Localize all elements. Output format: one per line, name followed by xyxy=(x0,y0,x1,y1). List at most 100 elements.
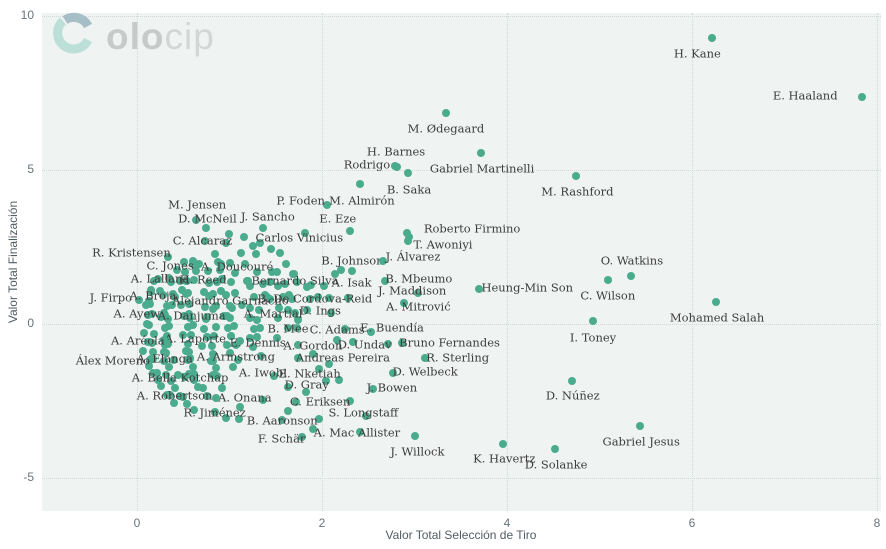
data-point[interactable] xyxy=(345,226,354,235)
data-point[interactable] xyxy=(269,372,278,381)
data-point[interactable] xyxy=(347,267,356,276)
data-point[interactable] xyxy=(160,356,169,365)
data-point[interactable] xyxy=(192,215,201,224)
data-point[interactable] xyxy=(589,316,598,325)
data-point[interactable] xyxy=(253,333,262,342)
data-point[interactable] xyxy=(217,384,226,393)
data-point[interactable] xyxy=(165,274,174,283)
data-point[interactable] xyxy=(236,248,245,257)
data-point[interactable] xyxy=(177,286,186,295)
data-point[interactable] xyxy=(188,259,197,268)
data-point[interactable] xyxy=(163,331,172,340)
data-point[interactable] xyxy=(367,328,376,336)
data-point[interactable] xyxy=(303,305,312,314)
data-point[interactable] xyxy=(190,376,199,385)
data-point[interactable] xyxy=(233,356,242,365)
data-point[interactable] xyxy=(221,239,230,248)
data-point[interactable] xyxy=(229,363,238,372)
data-point[interactable] xyxy=(165,322,174,331)
data-point[interactable] xyxy=(185,348,194,357)
data-point[interactable] xyxy=(227,332,236,341)
data-point[interactable] xyxy=(258,396,267,405)
data-point[interactable] xyxy=(190,275,199,284)
data-point[interactable] xyxy=(256,324,265,333)
data-point[interactable] xyxy=(153,275,162,284)
data-point[interactable] xyxy=(283,383,292,392)
data-point[interactable] xyxy=(301,229,310,238)
data-point[interactable] xyxy=(302,387,311,396)
data-point[interactable] xyxy=(636,421,645,430)
data-point[interactable] xyxy=(210,332,219,341)
data-point[interactable] xyxy=(245,303,254,312)
data-point[interactable] xyxy=(239,232,248,241)
data-point[interactable] xyxy=(153,375,162,384)
data-point[interactable] xyxy=(211,393,220,402)
data-point[interactable] xyxy=(205,292,214,301)
data-point[interactable] xyxy=(193,260,202,269)
data-point[interactable] xyxy=(267,244,276,253)
data-point[interactable] xyxy=(202,223,211,232)
data-point[interactable] xyxy=(188,321,197,330)
data-point[interactable] xyxy=(341,324,350,333)
data-point[interactable] xyxy=(166,278,175,287)
data-point[interactable] xyxy=(183,322,192,331)
data-point[interactable] xyxy=(380,276,389,285)
data-point[interactable] xyxy=(389,368,398,377)
data-point[interactable] xyxy=(157,382,166,391)
data-point[interactable] xyxy=(293,340,302,349)
data-point[interactable] xyxy=(215,266,224,275)
data-point[interactable] xyxy=(325,293,333,302)
data-point[interactable] xyxy=(273,314,282,323)
data-point[interactable] xyxy=(218,275,227,284)
data-point[interactable] xyxy=(403,229,412,238)
data-point[interactable] xyxy=(179,392,188,401)
data-point[interactable] xyxy=(165,363,174,372)
data-point[interactable] xyxy=(227,304,236,312)
data-point[interactable] xyxy=(191,267,200,276)
data-point[interactable] xyxy=(159,308,168,317)
data-point[interactable] xyxy=(273,281,282,290)
data-point[interactable] xyxy=(213,277,222,286)
data-point[interactable] xyxy=(186,313,195,322)
data-point[interactable] xyxy=(232,340,241,349)
data-point[interactable] xyxy=(139,346,148,355)
data-point[interactable] xyxy=(321,376,330,385)
data-point[interactable] xyxy=(189,406,198,415)
data-point[interactable] xyxy=(324,359,333,368)
data-point[interactable] xyxy=(170,383,179,392)
data-point[interactable] xyxy=(208,349,217,358)
data-point[interactable] xyxy=(231,289,240,298)
data-point[interactable] xyxy=(164,252,173,261)
data-point[interactable] xyxy=(144,362,153,371)
data-point[interactable] xyxy=(147,339,156,348)
data-point[interactable] xyxy=(572,171,581,180)
data-point[interactable] xyxy=(306,294,315,303)
data-point[interactable] xyxy=(246,314,255,323)
data-point[interactable] xyxy=(207,357,216,366)
data-point[interactable] xyxy=(148,347,157,356)
data-point[interactable] xyxy=(226,277,235,286)
data-point[interactable] xyxy=(320,282,329,291)
data-point[interactable] xyxy=(230,322,239,331)
data-point[interactable] xyxy=(217,259,226,268)
data-point[interactable] xyxy=(217,286,226,295)
data-point[interactable] xyxy=(293,324,302,332)
data-point[interactable] xyxy=(212,323,221,332)
data-point[interactable] xyxy=(400,299,409,308)
data-point[interactable] xyxy=(159,336,168,345)
data-point[interactable] xyxy=(172,265,181,274)
data-point[interactable] xyxy=(337,266,346,275)
data-point[interactable] xyxy=(231,269,240,278)
data-point[interactable] xyxy=(222,413,231,422)
data-point[interactable] xyxy=(186,330,195,339)
data-point[interactable] xyxy=(184,339,193,348)
data-point[interactable] xyxy=(209,304,218,313)
data-point[interactable] xyxy=(551,445,560,454)
data-point[interactable] xyxy=(183,400,192,409)
data-point[interactable] xyxy=(327,308,336,317)
data-point[interactable] xyxy=(404,169,413,178)
data-point[interactable] xyxy=(202,391,211,400)
data-point[interactable] xyxy=(349,338,358,347)
data-point[interactable] xyxy=(335,376,344,385)
data-point[interactable] xyxy=(333,335,342,344)
